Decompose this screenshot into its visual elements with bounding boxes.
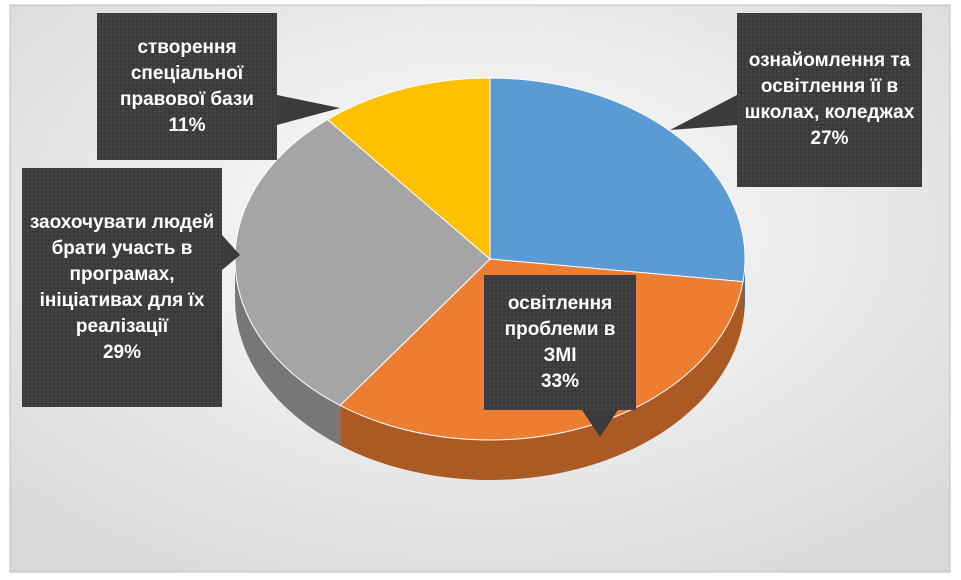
slice <box>326 77 491 261</box>
percent-label: 11% <box>168 114 206 136</box>
callout-pointer <box>222 235 240 270</box>
callout-pointer <box>670 95 737 130</box>
callout-pointer <box>582 410 618 437</box>
category-label: заохочувати людей брати участь в програм… <box>29 211 215 337</box>
slice <box>234 118 491 446</box>
slice-side <box>340 281 743 481</box>
slice-side <box>235 259 341 446</box>
category-label: освітлення проблеми в ЗМІ <box>504 292 616 366</box>
callout-pointer <box>277 95 340 125</box>
percent-label: 29% <box>102 341 142 363</box>
slice-top <box>489 77 746 283</box>
slice <box>489 77 746 322</box>
percent-label: 33% <box>540 370 580 392</box>
data-label: освітлення проблеми в ЗМІ 33% <box>484 275 636 410</box>
percent-label: 27% <box>810 128 849 149</box>
slice-top <box>326 77 491 261</box>
category-label: створення спеціальної правової бази <box>119 36 254 110</box>
data-label: ознайомлення та освітлення її в школах, … <box>737 13 922 187</box>
data-label: створення спеціальної правової бази 11% <box>97 13 277 160</box>
category-label: ознайомлення та освітлення її в школах, … <box>744 50 915 123</box>
data-label: заохочувати людей брати участь в програм… <box>22 168 222 407</box>
slice-top <box>234 118 491 407</box>
